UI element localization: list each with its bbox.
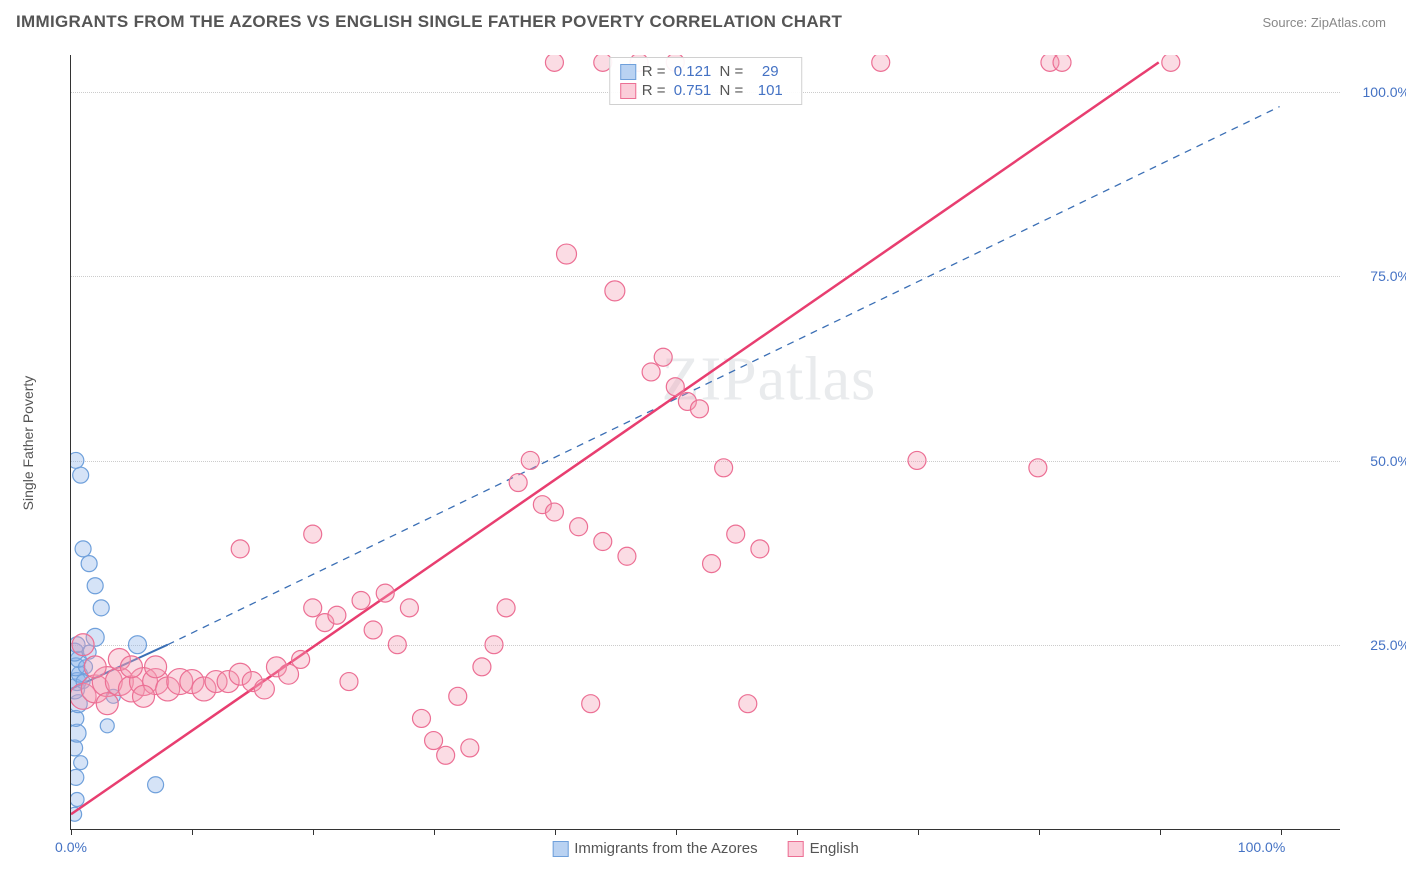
legend-swatch bbox=[620, 64, 636, 80]
stat-r-label: R = bbox=[642, 63, 666, 80]
chart-source: Source: ZipAtlas.com bbox=[1262, 15, 1386, 30]
xtick bbox=[555, 829, 556, 835]
stat-r-value: 0.751 bbox=[672, 82, 714, 99]
xtick bbox=[192, 829, 193, 835]
xtick-label: 100.0% bbox=[1238, 839, 1285, 855]
stats-box: R = 0.121 N = 29 R = 0.751 N = 101 bbox=[609, 57, 803, 105]
chart-container: Single Father Poverty ZIPatlas R =0.121N… bbox=[50, 55, 1340, 830]
legend-swatch bbox=[552, 841, 568, 857]
legend-label: English bbox=[810, 840, 859, 857]
stat-r-value: 0.121 bbox=[672, 63, 714, 80]
ytick-label: 100.0% bbox=[1350, 84, 1406, 100]
legend-swatch bbox=[620, 83, 636, 99]
xtick bbox=[313, 829, 314, 835]
legend-item: Immigrants from the Azores bbox=[552, 840, 757, 857]
legend-swatch bbox=[788, 841, 804, 857]
ytick-label: 75.0% bbox=[1350, 268, 1406, 284]
plot-svg bbox=[71, 55, 1340, 829]
chart-title: IMMIGRANTS FROM THE AZORES VS ENGLISH SI… bbox=[16, 12, 842, 32]
legend-item: English bbox=[788, 840, 859, 857]
stat-n-label: N = bbox=[720, 63, 744, 80]
xtick bbox=[797, 829, 798, 835]
ytick-label: 25.0% bbox=[1350, 637, 1406, 653]
chart-header: IMMIGRANTS FROM THE AZORES VS ENGLISH SI… bbox=[0, 0, 1406, 38]
plot-area: ZIPatlas R =0.121N =29R =0.751N =101 Imm… bbox=[70, 55, 1340, 830]
xtick-label: 0.0% bbox=[55, 839, 87, 855]
stat-n-value: 29 bbox=[749, 63, 791, 80]
stat-n-value: 101 bbox=[749, 82, 791, 99]
stat-n-label: N = bbox=[720, 82, 744, 99]
stats-row: R = 0.121 N = 29 bbox=[620, 62, 792, 81]
stat-r-label: R = bbox=[642, 82, 666, 99]
ytick-label: 50.0% bbox=[1350, 453, 1406, 469]
legend-label: Immigrants from the Azores bbox=[574, 840, 757, 857]
xtick bbox=[676, 829, 677, 835]
xtick bbox=[1039, 829, 1040, 835]
y-axis-label: Single Father Poverty bbox=[20, 375, 36, 510]
xtick bbox=[71, 829, 72, 835]
stats-row: R = 0.751 N = 101 bbox=[620, 81, 792, 100]
xtick bbox=[434, 829, 435, 835]
legend-bottom: Immigrants from the Azores English bbox=[552, 840, 859, 857]
xtick bbox=[1160, 829, 1161, 835]
xtick bbox=[1281, 829, 1282, 835]
xtick bbox=[918, 829, 919, 835]
